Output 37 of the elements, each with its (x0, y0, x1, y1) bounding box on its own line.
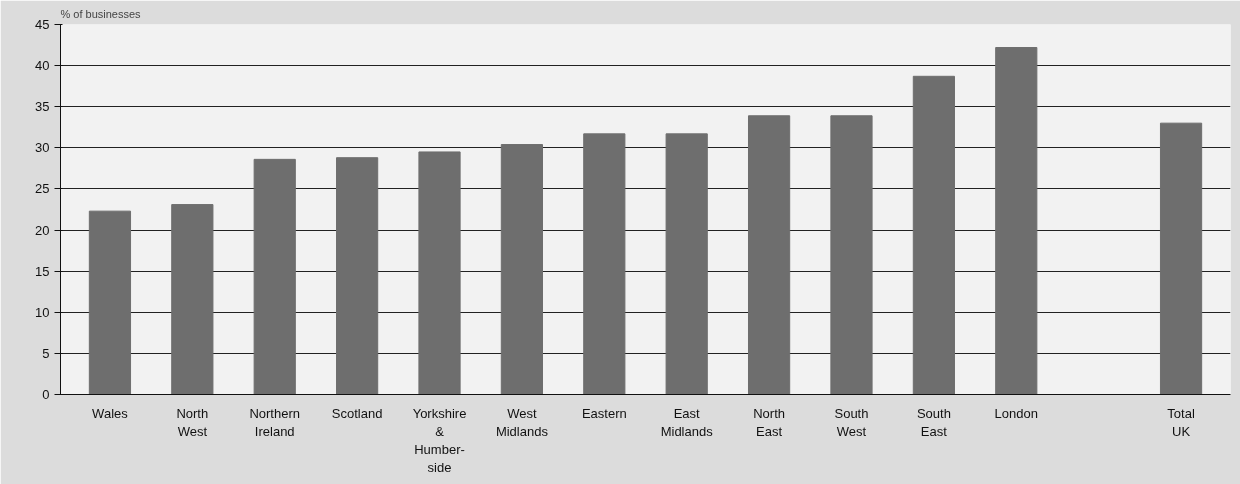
bar (995, 47, 1038, 395)
x-tick-label: East Midlands (660, 405, 714, 439)
x-tick-label: West Midlands (495, 405, 549, 439)
x-tick-label: South West (834, 405, 869, 439)
bar (336, 157, 379, 395)
y-tick-label: 20 (35, 222, 50, 238)
x-tick-label: North West (176, 405, 209, 439)
bar (1159, 122, 1203, 395)
bar (253, 158, 296, 395)
x-tick-label: Eastern (581, 405, 627, 421)
y-axis-title: % of businesses (60, 7, 142, 20)
bar (88, 210, 132, 395)
y-tick-label: 25 (35, 181, 50, 197)
bar (665, 133, 708, 395)
y-tick-label: 15 (35, 263, 50, 279)
x-tick-label: Total UK (1167, 405, 1195, 439)
y-tick-label: 10 (35, 304, 50, 320)
bar (500, 144, 544, 395)
x-tick-label: Yorkshire & Humber- side (412, 405, 467, 475)
x-tick-label: North East (753, 405, 785, 439)
x-tick-label: Scotland (331, 405, 383, 421)
y-tick-label: 40 (35, 58, 50, 74)
bar (912, 75, 955, 395)
bar (418, 151, 461, 395)
x-tick-label: London (994, 405, 1038, 421)
x-tick-label: South East (916, 405, 951, 439)
bar (830, 115, 873, 395)
y-tick-label: 0 (42, 387, 50, 402)
bar (583, 133, 626, 395)
x-tick-label: Wales (92, 405, 129, 421)
x-tick-label: Northern Ireland (249, 405, 301, 439)
bar (747, 115, 791, 395)
y-tick-label: 5 (42, 345, 50, 361)
bar (171, 204, 214, 395)
y-tick-label: 30 (35, 140, 50, 156)
y-tick-label: 45 (35, 17, 50, 32)
y-tick-label: 35 (35, 99, 50, 115)
